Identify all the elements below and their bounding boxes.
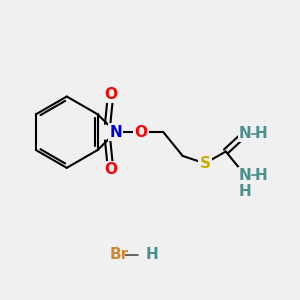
- Text: H: H: [255, 126, 268, 141]
- Text: H: H: [146, 247, 158, 262]
- Text: O: O: [104, 162, 117, 177]
- Text: N: N: [110, 125, 122, 140]
- Text: H: H: [255, 168, 268, 183]
- Text: N: N: [239, 126, 251, 141]
- Text: —: —: [123, 247, 138, 262]
- Text: O: O: [135, 125, 148, 140]
- Text: S: S: [200, 156, 211, 171]
- Text: N: N: [239, 168, 251, 183]
- Text: H: H: [239, 184, 251, 199]
- Text: O: O: [104, 87, 117, 102]
- Text: Br: Br: [110, 247, 129, 262]
